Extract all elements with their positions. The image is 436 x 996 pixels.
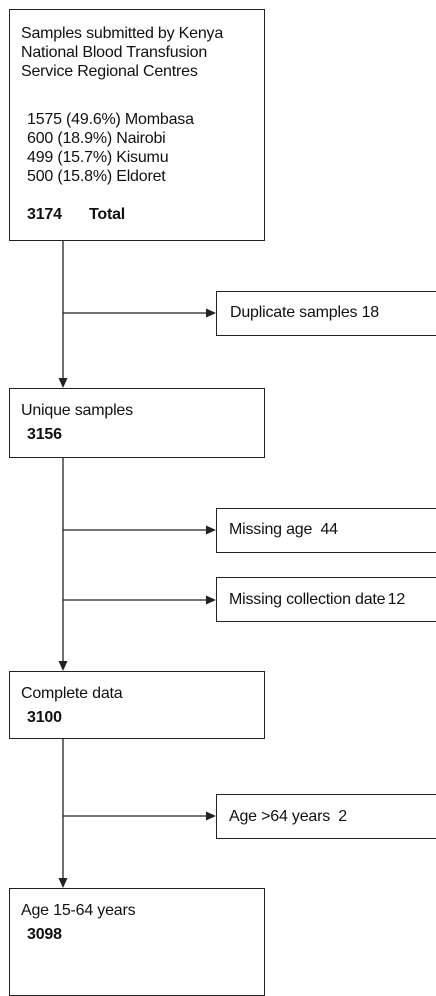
source-title-line-1: Samples submitted by Kenya	[21, 25, 224, 42]
stage-box-complete: Complete data 3100	[9, 671, 265, 739]
centre-row-eldoret: 500 (15.8%) Eldoret	[27, 167, 166, 186]
centre-name: Eldoret	[116, 168, 166, 185]
stage-complete-value: 3100	[27, 709, 62, 726]
arrowhead-unique	[58, 378, 68, 388]
arrowhead-over-age	[206, 811, 216, 821]
centre-row-nairobi: 600 (18.9%) Nairobi	[27, 129, 166, 148]
centre-name: Mombasa	[124, 111, 194, 128]
source-box: Samples submitted by Kenya National Bloo…	[9, 9, 265, 241]
exclusion-box-duplicates: Duplicate samples 18	[216, 291, 436, 336]
exclusion-missing-age-text: Missing age 44	[229, 520, 338, 539]
centre-percent: (15.7%)	[57, 149, 112, 166]
exclusion-duplicates-text: Duplicate samples 18	[230, 303, 379, 322]
exclusion-value: 12	[387, 591, 406, 608]
exclusion-value: 2	[338, 808, 347, 825]
stage-unique-value: 3156	[27, 426, 62, 443]
source-total-value: 3174	[27, 206, 62, 223]
centre-row-mombasa: 1575 (49.6%) Mombasa	[27, 110, 194, 129]
exclusion-box-missing-date: Missing collection date 12	[216, 577, 436, 622]
exclusion-label: Duplicate samples	[230, 304, 358, 321]
exclusion-label: Missing collection date	[229, 591, 386, 608]
exclusion-label: Missing age	[229, 521, 313, 538]
stage-final-label: Age 15-64 years	[21, 902, 136, 919]
arrowhead-missing-age	[206, 525, 216, 535]
source-title-line-2: National Blood Transfusion	[21, 44, 208, 61]
exclusion-box-over-age: Age >64 years 2	[216, 794, 436, 839]
stage-final-value: 3098	[27, 926, 62, 943]
stage-unique-label: Unique samples	[21, 402, 133, 419]
centre-count: 600	[27, 130, 54, 147]
exclusion-box-missing-age: Missing age 44	[216, 508, 436, 553]
centre-count: 500	[27, 168, 54, 185]
arrowhead-missing-date	[206, 595, 216, 605]
exclusion-label: Age >64 years	[229, 808, 331, 825]
centre-row-kisumu: 499 (15.7%) Kisumu	[27, 148, 169, 167]
source-title-line-3: Service Regional Centres	[21, 63, 198, 80]
arrowhead-final	[58, 878, 68, 888]
stage-box-unique: Unique samples 3156	[9, 388, 265, 458]
arrowhead-complete	[58, 661, 68, 671]
source-total-label: Total	[89, 206, 126, 223]
centre-name: Nairobi	[116, 130, 166, 147]
centre-count: 499	[27, 149, 54, 166]
exclusion-missing-date-text: Missing collection date 12	[229, 590, 405, 609]
centre-count: 1575	[27, 111, 62, 128]
arrowhead-duplicates	[206, 308, 216, 318]
exclusion-over-age-text: Age >64 years 2	[229, 807, 347, 826]
stage-box-final: Age 15-64 years 3098	[9, 888, 265, 996]
centre-name: Kisumu	[116, 149, 169, 166]
centre-percent: (49.6%)	[66, 111, 121, 128]
centre-percent: (15.8%)	[57, 168, 112, 185]
stage-complete-label: Complete data	[21, 685, 123, 702]
exclusion-value: 44	[320, 521, 338, 538]
centre-percent: (18.9%)	[57, 130, 112, 147]
exclusion-value: 18	[361, 304, 380, 321]
